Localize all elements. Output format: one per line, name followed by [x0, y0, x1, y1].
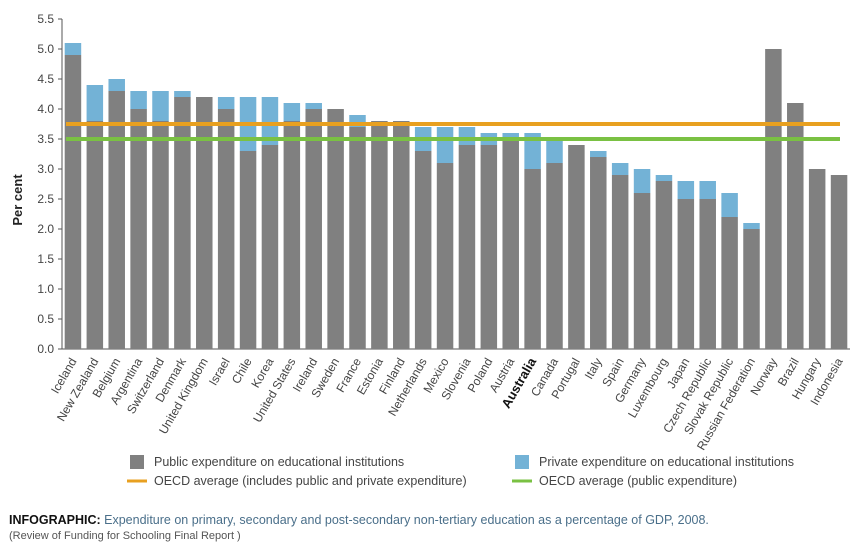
bar-private [305, 103, 322, 109]
bar-public [283, 121, 301, 349]
bar-public [261, 145, 279, 349]
bar-private [524, 133, 541, 169]
bar-private [174, 91, 191, 97]
y-tick-label: 2.5 [37, 192, 54, 206]
legend-public-swatch [130, 455, 144, 469]
bar-public [677, 199, 695, 349]
bar-private [217, 97, 235, 109]
bar-public [830, 175, 848, 349]
bar-private [611, 163, 629, 175]
legend-private-label: Private expenditure on educational insti… [539, 455, 794, 469]
caption-source: (Review of Funding for Schooling Final R… [9, 530, 241, 542]
bar-public [86, 121, 104, 349]
bar-private [633, 169, 651, 193]
bar-public [787, 103, 804, 349]
bar-public [305, 109, 322, 349]
bar-public [174, 97, 191, 349]
bar-public [64, 55, 82, 349]
bar-private [261, 97, 279, 145]
legend-oecd-total-label: OECD average (includes public and privat… [154, 474, 467, 488]
caption-label: INFOGRAPHIC: [9, 513, 101, 527]
legend: Public expenditure on educational instit… [127, 455, 794, 488]
bar-public [590, 157, 607, 349]
bar-public [436, 163, 454, 349]
bar-private [699, 181, 716, 199]
bar-public [393, 121, 410, 349]
bar-private [502, 133, 519, 139]
bar-private [458, 127, 476, 145]
bar-public [414, 151, 432, 349]
y-tick-label: 5.0 [37, 42, 54, 56]
bar-private [743, 223, 760, 229]
bar-public [130, 109, 147, 349]
bar-private [546, 139, 563, 163]
bar-private [436, 127, 454, 163]
y-axis-label: Per cent [10, 174, 25, 226]
bar-public [633, 193, 651, 349]
bar-public [743, 229, 760, 349]
bar-private [283, 103, 301, 121]
legend-private-swatch [515, 455, 529, 469]
bar-public [480, 145, 498, 349]
bar-private [86, 85, 104, 121]
y-tick-label: 1.5 [37, 252, 54, 266]
bar-private [64, 43, 82, 55]
bar-private [655, 175, 673, 181]
y-tick-label: 3.5 [37, 132, 54, 146]
bar-private [130, 91, 147, 109]
bar-public [568, 145, 585, 349]
y-tick-label: 2.0 [37, 222, 54, 236]
bar-public [721, 217, 738, 349]
bar-public [196, 97, 213, 349]
y-tick-label: 4.5 [37, 72, 54, 86]
y-tick-label: 5.5 [37, 12, 54, 26]
y-tick-label: 4.0 [37, 102, 54, 116]
bar-private [677, 181, 695, 199]
legend-oecd-public-label: OECD average (public expenditure) [539, 474, 737, 488]
bar-private [721, 193, 738, 217]
caption: INFOGRAPHIC: Expenditure on primary, sec… [9, 513, 709, 527]
x-category-label: Israel [206, 356, 233, 388]
bar-public [152, 121, 169, 349]
y-tick-label: 1.0 [37, 282, 54, 296]
bar-public [458, 145, 476, 349]
chart-bars [64, 43, 848, 349]
caption-text: Expenditure on primary, secondary and po… [100, 513, 709, 527]
bar-public [524, 169, 541, 349]
bar-private [590, 151, 607, 157]
bar-public [546, 163, 563, 349]
bar-public [502, 139, 519, 349]
bar-public [217, 109, 235, 349]
bar-public [108, 91, 125, 349]
chart-axes [61, 19, 850, 350]
legend-public-label: Public expenditure on educational instit… [154, 455, 404, 469]
bar-public [655, 181, 673, 349]
bar-public [808, 169, 826, 349]
reference-lines [66, 122, 840, 141]
chart: 0.0 0.5 1.0 1.5 2.0 2.5 3.0 3.5 4.0 4.5 5.0 5.5 Ice… [10, 12, 850, 488]
bar-public [371, 121, 388, 349]
y-tick-label: 3.0 [37, 162, 54, 176]
bar-public [327, 109, 344, 349]
bar-public [765, 49, 782, 349]
bar-public [699, 199, 716, 349]
bar-private [152, 91, 169, 121]
y-axis-ticks: 0.0 0.5 1.0 1.5 2.0 2.5 3.0 3.5 4.0 4.5 5.0 5.5 [37, 12, 62, 356]
bar-private [108, 79, 125, 91]
bar-public [239, 151, 257, 349]
bar-public [611, 175, 629, 349]
y-tick-label: 0.0 [37, 342, 54, 356]
bar-public [349, 127, 366, 349]
y-tick-label: 0.5 [37, 312, 54, 326]
